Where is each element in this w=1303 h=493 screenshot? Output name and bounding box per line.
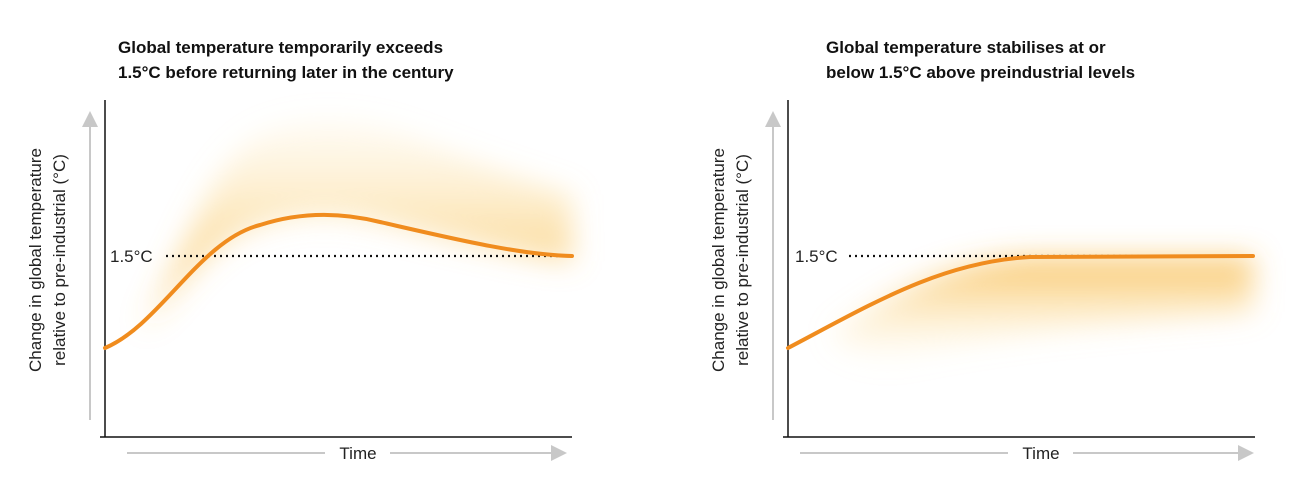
title-line: 1.5°C before returning later in the cent… <box>118 63 454 82</box>
title-line: below 1.5°C above preindustrial levels <box>826 63 1135 82</box>
uncertainty-band <box>140 120 572 330</box>
y-label: relative to pre-industrial (°C) <box>733 154 752 366</box>
panel-right: Global temperature stabilises at or belo… <box>709 38 1255 463</box>
panel-left: Global temperature temporarily exceeds 1… <box>26 38 574 463</box>
y-label: Change in global temperature <box>26 148 45 372</box>
threshold-label: 1.5°C <box>795 247 838 266</box>
x-label: Time <box>339 444 376 463</box>
title-line: Global temperature temporarily exceeds <box>118 38 443 57</box>
y-label: relative to pre-industrial (°C) <box>50 154 69 366</box>
y-label: Change in global temperature <box>709 148 728 372</box>
temperature-curve <box>103 212 574 350</box>
title-line: Global temperature stabilises at or <box>826 38 1106 57</box>
threshold-label: 1.5°C <box>110 247 153 266</box>
uncertainty-band <box>830 258 1253 361</box>
temperature-curve <box>786 254 1255 350</box>
x-label: Time <box>1022 444 1059 463</box>
